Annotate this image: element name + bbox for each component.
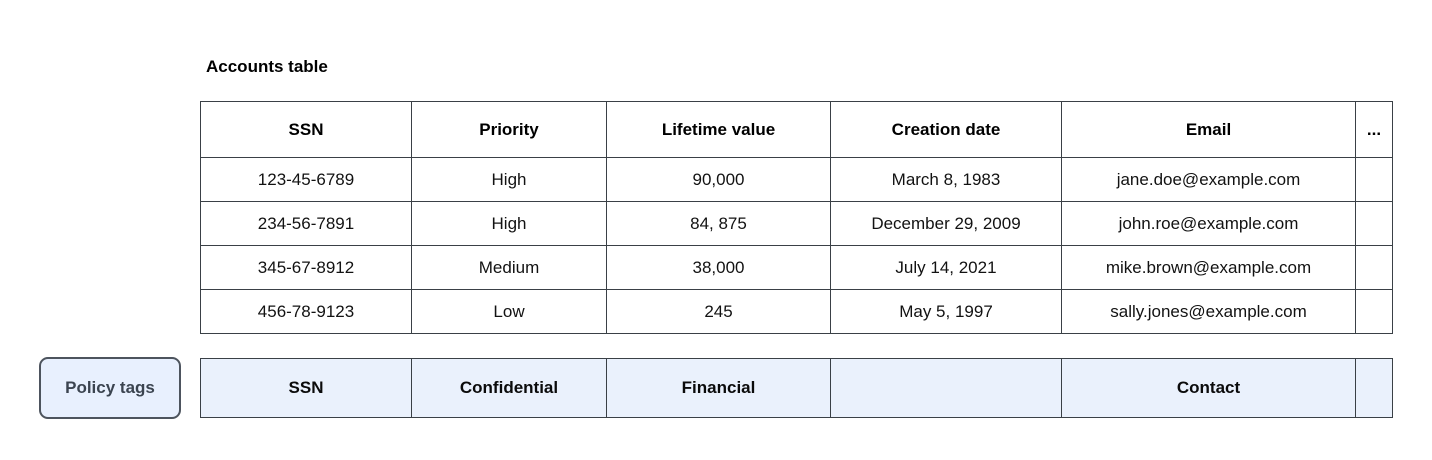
column-header: Email	[1061, 101, 1356, 158]
table-cell: July 14, 2021	[830, 245, 1062, 290]
table-cell: mike.brown@example.com	[1061, 245, 1356, 290]
table-header: SSN Priority Lifetime value Creation date Em…	[200, 101, 1393, 158]
table-cell	[1355, 157, 1393, 202]
policy-tags-row: SSN Confidential Financial Contact	[200, 358, 1393, 418]
table-cell: 345-67-8912	[200, 245, 412, 290]
table-cell	[1355, 245, 1393, 290]
column-header: Priority	[411, 101, 607, 158]
table-cell: 456-78-9123	[200, 289, 412, 334]
table-row: 456-78-9123 Low 245 May 5, 1997 sally.jones@…	[200, 289, 1393, 334]
table-cell: 234-56-7891	[200, 201, 412, 246]
table-cell: 38,000	[606, 245, 831, 290]
table-cell: Medium	[411, 245, 607, 290]
table-cell: 90,000	[606, 157, 831, 202]
table-cell: March 8, 1983	[830, 157, 1062, 202]
policy-tag-cell: Financial	[606, 358, 831, 418]
table-title: Accounts table	[206, 57, 328, 76]
table-cell: sally.jones@example.com	[1061, 289, 1356, 334]
table-header-row: SSN Priority Lifetime value Creation date Em…	[200, 101, 1393, 158]
table-row: 345-67-8912 Medium 38,000 July 14, 2021 mike…	[200, 245, 1393, 290]
table-cell: December 29, 2009	[830, 201, 1062, 246]
table-cell: Low	[411, 289, 607, 334]
table-cell: jane.doe@example.com	[1061, 157, 1356, 202]
policy-tag-cell-empty	[1355, 358, 1393, 418]
column-header: Lifetime value	[606, 101, 831, 158]
policy-tags-button[interactable]: Policy tags	[39, 357, 181, 419]
policy-tag-cell: Confidential	[411, 358, 607, 418]
column-header: Creation date	[830, 101, 1062, 158]
table-cell: 84, 875	[606, 201, 831, 246]
policy-tags-table: SSN Confidential Financial Contact	[200, 358, 1393, 418]
table-cell: 245	[606, 289, 831, 334]
policy-tag-cell: Contact	[1061, 358, 1356, 418]
policy-tag-cell-empty	[830, 358, 1062, 418]
column-header: SSN	[200, 101, 412, 158]
table-cell: High	[411, 201, 607, 246]
table-row: 234-56-7891 High 84, 875 December 29, 2009 j…	[200, 201, 1393, 246]
table-cell: May 5, 1997	[830, 289, 1062, 334]
policy-tag-cell: SSN	[200, 358, 412, 418]
more-columns-header: ...	[1355, 101, 1393, 158]
accounts-table: SSN Priority Lifetime value Creation date Em…	[200, 101, 1393, 334]
table-row: 123-45-6789 High 90,000 March 8, 1983 jane.d…	[200, 157, 1393, 202]
table-cell	[1355, 289, 1393, 334]
table-cell: High	[411, 157, 607, 202]
table-cell: 123-45-6789	[200, 157, 412, 202]
table-body: 123-45-6789 High 90,000 March 8, 1983 jane.d…	[200, 157, 1393, 334]
policy-tags-button-label: Policy tags	[65, 378, 155, 397]
table-cell	[1355, 201, 1393, 246]
table-cell: john.roe@example.com	[1061, 201, 1356, 246]
